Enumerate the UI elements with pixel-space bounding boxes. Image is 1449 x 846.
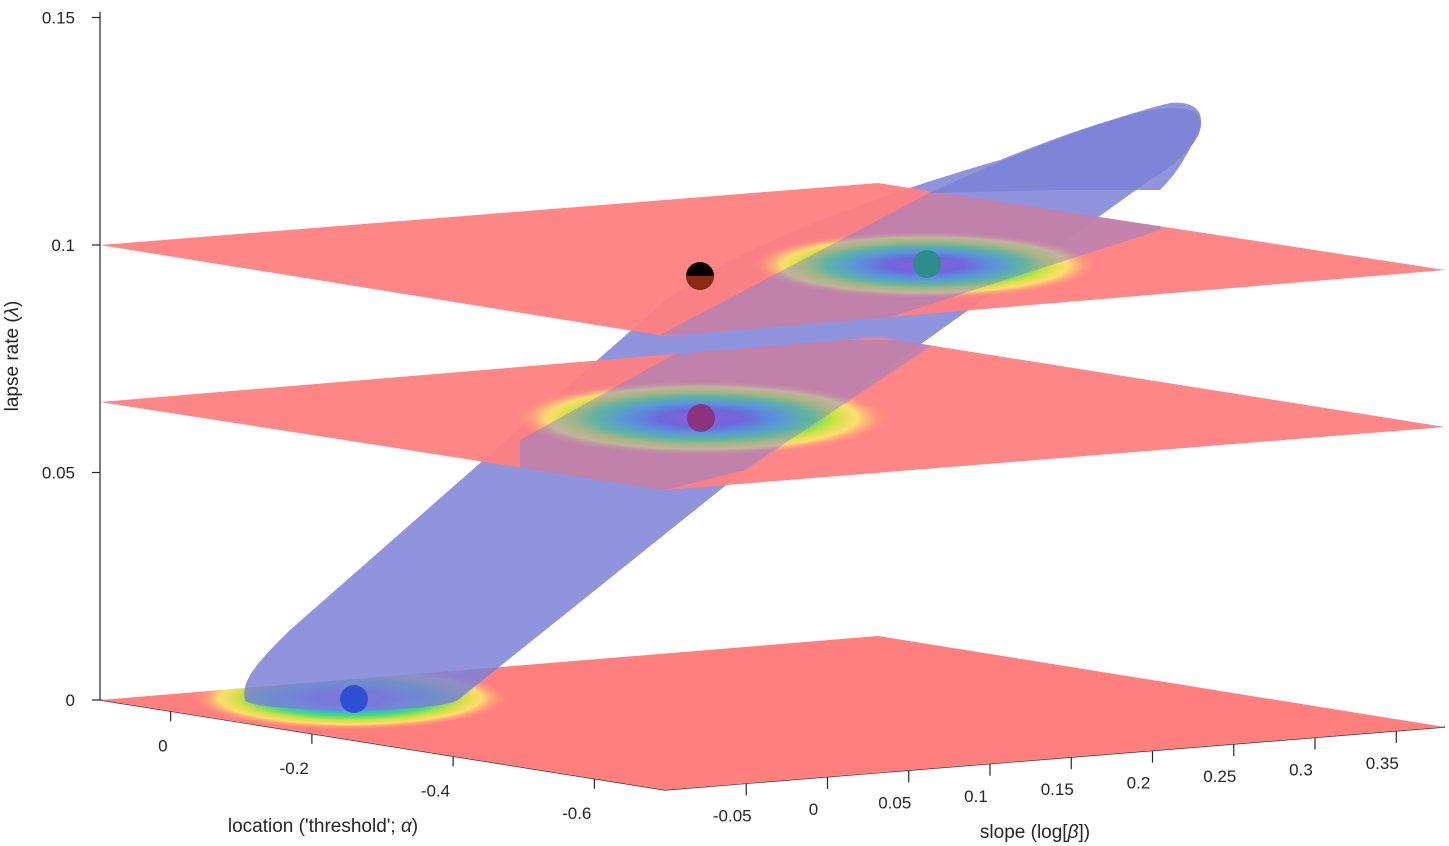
y-tick-label: 0	[809, 800, 818, 819]
x-tick-label: -0.6	[562, 804, 591, 823]
ellipsoid-upper	[930, 102, 1202, 193]
y-tick-label: 0.2	[1127, 774, 1151, 793]
y-tick-label: 0.05	[878, 793, 911, 812]
y-ticks: -0.05 0 0.05 0.1 0.15 0.2 0.25 0.3 0.35	[713, 730, 1399, 825]
x-tick-label: -0.2	[280, 759, 309, 778]
y-tick-label: 0.35	[1366, 754, 1399, 773]
z-tick-label: 0	[66, 691, 75, 710]
y-tick-label: 0.3	[1289, 761, 1313, 780]
estimate-marker	[340, 685, 368, 713]
estimate-marker	[687, 404, 715, 432]
markers	[340, 250, 941, 713]
z-tick-label: 0.05	[42, 464, 75, 483]
y-tick-label: 0.15	[1041, 780, 1074, 799]
ellipsoid-mid-band	[520, 340, 940, 490]
y-tick-label: -0.05	[713, 806, 752, 825]
y-tick-label: 0.1	[964, 787, 988, 806]
z-tick-label: 0.1	[51, 236, 75, 255]
z-tick-label: 0.15	[42, 9, 75, 28]
z-ticks: 0 0.05 0.1 0.15	[42, 9, 100, 710]
x-ticks: 0 -0.2 -0.4 -0.6	[158, 711, 595, 823]
x-tick-label: -0.4	[421, 781, 450, 800]
y-tick-label: 0.25	[1203, 767, 1236, 786]
y-axis-label: slope (log[β])	[980, 822, 1090, 843]
z-axis-label: lapse rate (λ)	[2, 301, 23, 412]
marker-shadow	[686, 276, 714, 290]
x-axis-label: location ('threshold'; α)	[228, 816, 418, 837]
estimate-marker	[913, 250, 941, 278]
x-tick-label: 0	[158, 736, 167, 755]
